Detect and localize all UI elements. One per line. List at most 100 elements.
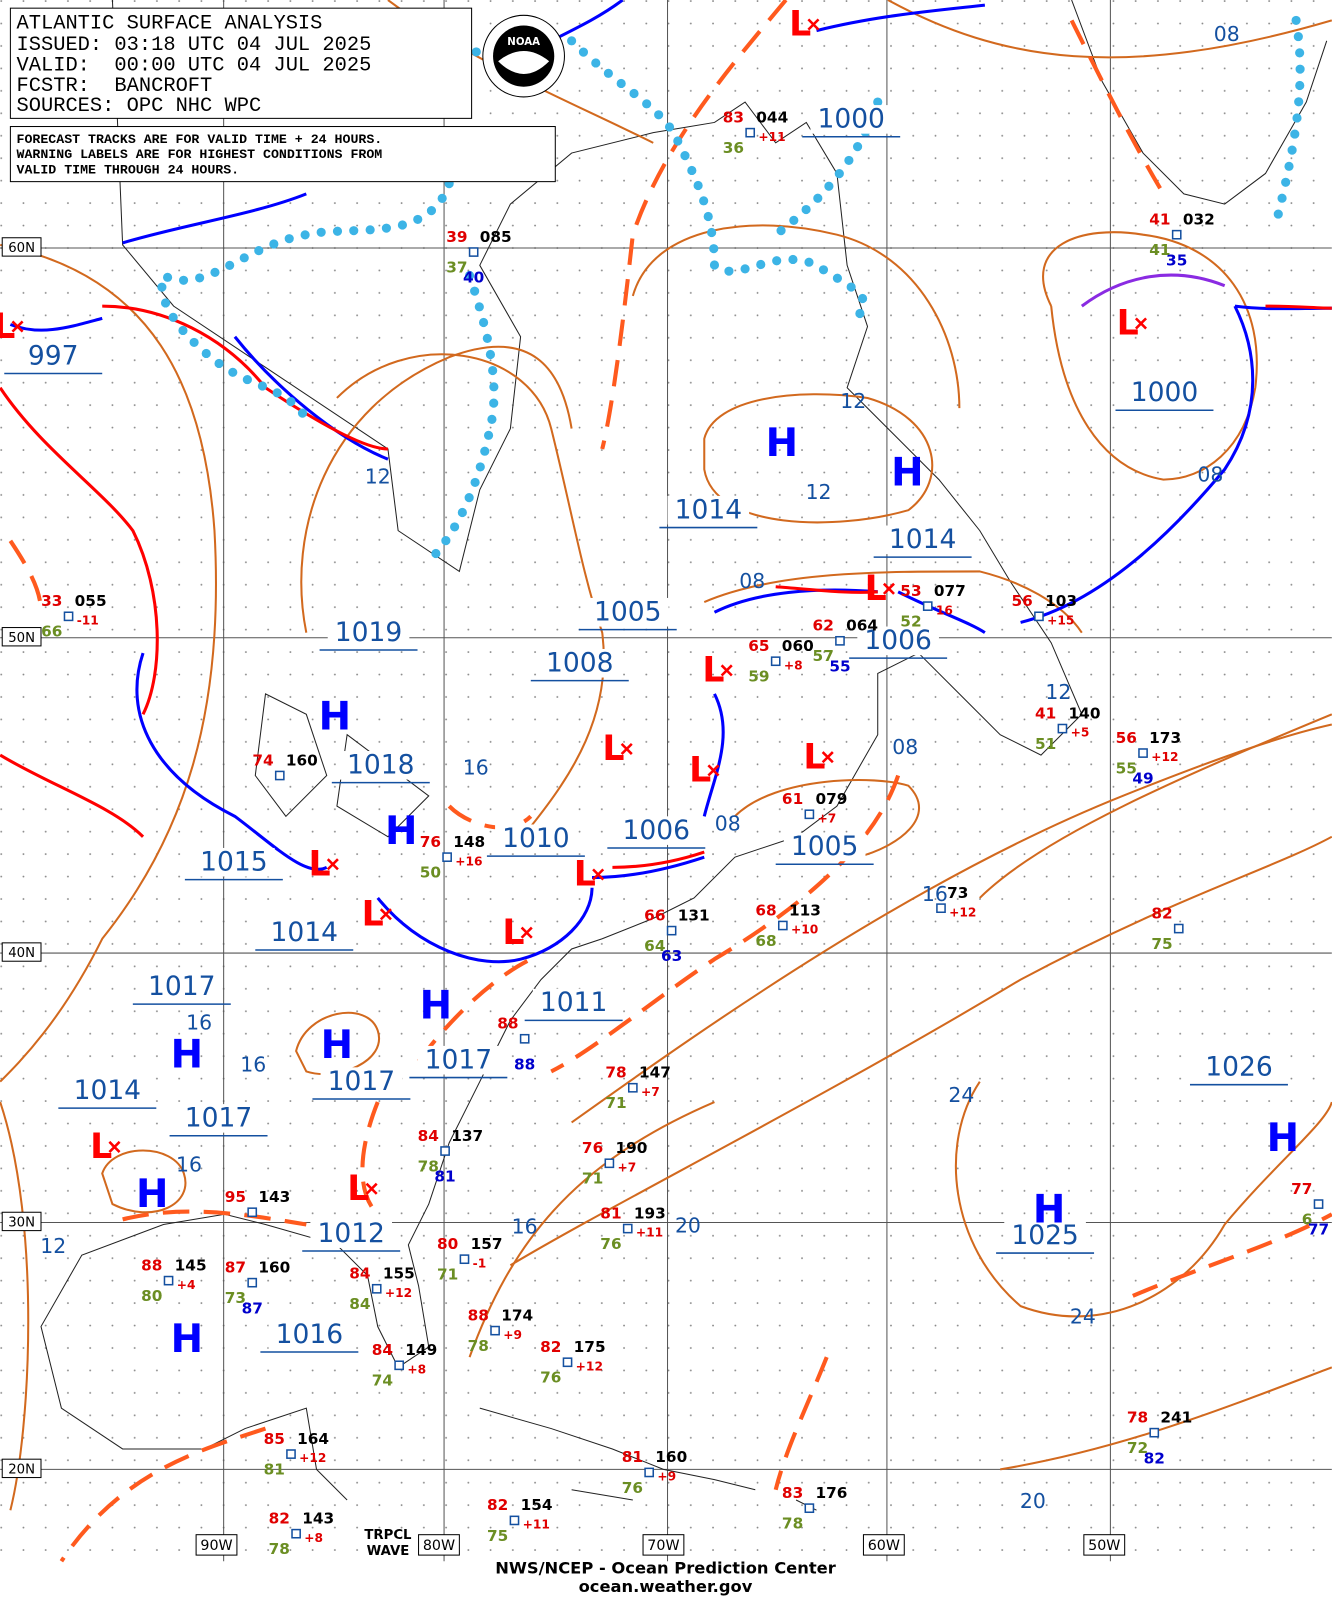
high-center: H (1033, 1187, 1065, 1232)
station-marker (745, 127, 756, 138)
title: ATLANTIC SURFACE ANALYSIS (17, 13, 323, 36)
station-other: 63 (661, 947, 682, 965)
station-temp: 82 (487, 1496, 508, 1514)
station-pressure: 147 (639, 1064, 671, 1082)
low-center: L (803, 737, 825, 777)
footer-agency: NWS/NCEP - Ocean Prediction Center (495, 1558, 836, 1577)
station-temp: 61 (782, 790, 803, 808)
low-x (520, 926, 533, 939)
high-center: H (420, 983, 452, 1028)
station-pressure: 155 (383, 1265, 415, 1283)
isobar-label: 16 (240, 1052, 266, 1076)
low-center: L (0, 307, 15, 347)
pressure-label: 1014 (889, 524, 956, 555)
station-pressure: 032 (1183, 210, 1215, 228)
isobar-label: 12 (40, 1234, 66, 1258)
lon-label: 70W (647, 1538, 679, 1554)
station-marker (442, 852, 452, 862)
low-center: L (90, 1127, 112, 1167)
station-temp: 82 (1151, 904, 1172, 922)
isobar-label: 08 (892, 735, 918, 759)
pressure-label-bg (12, 341, 95, 371)
low-x (620, 742, 633, 755)
station-tendency: +12 (299, 1451, 326, 1465)
station-pressure: 190 (615, 1139, 647, 1157)
lat-label: 30N (8, 1216, 35, 1231)
low-x (379, 908, 392, 921)
station-dew: 80 (141, 1287, 162, 1305)
station-temp: 85 (264, 1430, 285, 1448)
station-marker (804, 1503, 815, 1514)
station-marker (371, 1283, 382, 1294)
station-dew: 72 (1127, 1439, 1148, 1457)
pressure-label: 1017 (328, 1066, 395, 1097)
sources: SOURCES: OPC NHC WPC (17, 95, 262, 118)
lat-label: 20N (8, 1462, 35, 1477)
station-dew: 78 (418, 1157, 439, 1175)
pressure-label: 1014 (675, 494, 742, 525)
isobar-label: 20 (1020, 1489, 1046, 1513)
high-center: H (171, 1317, 203, 1362)
lon-label: 80W (423, 1538, 455, 1554)
low-x (108, 1140, 121, 1153)
station-pressure: 103 (1045, 592, 1077, 610)
station-tendency: +11 (758, 130, 785, 144)
station-dew: 71 (437, 1266, 458, 1284)
dot-grid (0, 0, 1332, 1562)
station-pressure: 160 (655, 1448, 687, 1466)
low-center: L (602, 729, 624, 769)
station-dew: 76 (600, 1235, 621, 1253)
high-center: H (385, 809, 417, 854)
station-dew: 76 (540, 1369, 561, 1387)
station-other: 87 (242, 1299, 263, 1317)
station-dew: 36 (723, 139, 744, 157)
pressure-label-bg (263, 918, 346, 947)
high-center: H (319, 695, 351, 740)
station-temp: 56 (1116, 729, 1137, 747)
station-temp: 76 (420, 833, 441, 851)
station-marker (490, 1325, 500, 1336)
station-marker (1057, 723, 1068, 734)
station-dew: 76 (622, 1479, 643, 1497)
pressure-label-bg (538, 648, 621, 678)
station-temp: 81 (622, 1448, 643, 1466)
high-center: H (171, 1032, 203, 1077)
station-other: 35 (1166, 251, 1187, 269)
low-center: L (789, 5, 811, 45)
station-dew: 68 (755, 932, 776, 950)
high-center: H (321, 1023, 353, 1068)
footer-url: ocean.weather.gov (579, 1577, 753, 1596)
low-x (326, 858, 339, 871)
station-tendency: +11 (523, 1518, 550, 1532)
station-other: 55 (829, 657, 850, 675)
isobar-label: 12 (1045, 680, 1071, 704)
low-x (707, 764, 720, 777)
station-pressure: 131 (678, 906, 710, 924)
station-temp: 84 (349, 1265, 370, 1283)
station-pressure: 157 (471, 1235, 503, 1253)
lat-label-box (1, 1458, 42, 1479)
pressure-label: 1011 (540, 987, 607, 1018)
station-tendency: +9 (503, 1328, 522, 1342)
station-temp: 41 (1149, 210, 1170, 228)
station-tendency: +7 (618, 1160, 637, 1174)
station-pressure: 064 (846, 617, 878, 635)
pressure-label: 997 (28, 340, 79, 371)
station-dew: 71 (582, 1170, 603, 1188)
note-line: WARNING LABELS ARE FOR HIGHEST CONDITION… (17, 147, 383, 162)
station-other: 88 (514, 1055, 535, 1073)
station-marker (1173, 923, 1184, 934)
station-pressure: 079 (815, 790, 847, 808)
station-pressure: 085 (480, 228, 512, 246)
station-dew: 57 (813, 647, 834, 665)
station-pressure: 044 (756, 108, 788, 126)
station-tendency: 16 (936, 603, 953, 617)
station-marker (468, 247, 479, 257)
station-temp: 83 (782, 1484, 803, 1502)
station-pressure: 176 (815, 1484, 847, 1502)
low-center: L (702, 651, 724, 691)
station-dew: 78 (468, 1337, 489, 1355)
lon-label-box (1083, 1534, 1126, 1556)
note-line: FORECAST TRACKS ARE FOR VALID TIME + 24 … (17, 132, 383, 147)
